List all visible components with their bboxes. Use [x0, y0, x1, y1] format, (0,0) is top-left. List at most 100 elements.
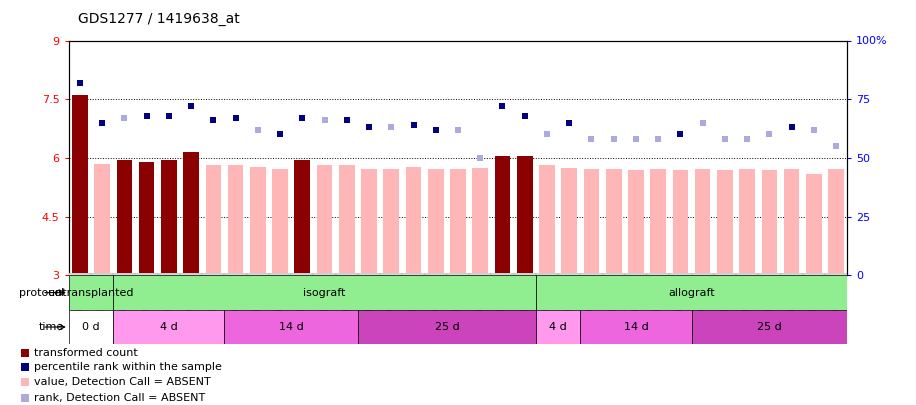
- Bar: [183, 152, 199, 275]
- Text: 14 d: 14 d: [624, 322, 649, 332]
- Text: GSM77019: GSM77019: [320, 275, 329, 321]
- Bar: [558, 273, 581, 314]
- Text: percentile rank within the sample: percentile rank within the sample: [35, 362, 223, 372]
- Bar: [514, 273, 536, 314]
- Bar: [736, 273, 758, 314]
- Text: GSM77033: GSM77033: [631, 275, 640, 321]
- Bar: [540, 165, 555, 275]
- Bar: [473, 168, 488, 275]
- Bar: [158, 273, 180, 314]
- Bar: [384, 168, 399, 275]
- Bar: [425, 273, 447, 314]
- Text: protocol: protocol: [19, 288, 64, 298]
- Text: GSM77028: GSM77028: [520, 275, 529, 321]
- Bar: [562, 168, 577, 275]
- Text: GSM77017: GSM77017: [276, 275, 285, 321]
- Bar: [428, 169, 443, 275]
- Text: GSM77008: GSM77008: [75, 275, 84, 321]
- Text: transformed count: transformed count: [35, 348, 138, 358]
- Bar: [672, 170, 688, 275]
- Text: GSM77009: GSM77009: [98, 275, 106, 321]
- Bar: [228, 165, 244, 275]
- Bar: [202, 273, 224, 314]
- Bar: [450, 169, 465, 275]
- Bar: [224, 273, 246, 314]
- Bar: [224, 310, 358, 344]
- Text: untransplanted: untransplanted: [49, 288, 134, 298]
- Bar: [205, 165, 221, 275]
- Bar: [335, 273, 358, 314]
- Bar: [625, 273, 647, 314]
- Bar: [69, 273, 91, 314]
- Bar: [114, 310, 224, 344]
- Bar: [180, 273, 202, 314]
- Bar: [94, 164, 110, 275]
- Bar: [583, 168, 599, 275]
- Bar: [628, 171, 644, 275]
- Text: GSM77024: GSM77024: [431, 275, 441, 321]
- Text: GSM77036: GSM77036: [698, 275, 707, 321]
- Bar: [317, 165, 333, 275]
- Bar: [536, 275, 847, 310]
- Text: GSM77013: GSM77013: [187, 275, 195, 321]
- Bar: [647, 273, 670, 314]
- Bar: [380, 273, 402, 314]
- Text: GSM77035: GSM77035: [676, 275, 685, 321]
- Bar: [91, 273, 114, 314]
- Bar: [581, 273, 603, 314]
- Bar: [784, 169, 800, 275]
- Bar: [114, 273, 136, 314]
- Text: GSM77022: GSM77022: [387, 275, 396, 321]
- Bar: [536, 310, 581, 344]
- Text: 25 d: 25 d: [434, 322, 459, 332]
- Bar: [246, 273, 269, 314]
- Bar: [339, 165, 354, 275]
- Text: GSM77032: GSM77032: [609, 275, 618, 321]
- Text: GSM77018: GSM77018: [298, 275, 307, 321]
- Text: GSM77011: GSM77011: [142, 275, 151, 321]
- Bar: [806, 174, 822, 275]
- Bar: [114, 275, 536, 310]
- Text: GSM77040: GSM77040: [787, 275, 796, 321]
- Bar: [72, 95, 88, 275]
- Bar: [717, 170, 733, 275]
- Text: rank, Detection Call = ABSENT: rank, Detection Call = ABSENT: [35, 393, 205, 403]
- Text: GSM77010: GSM77010: [120, 275, 129, 321]
- Bar: [605, 169, 621, 275]
- Text: GSM77038: GSM77038: [743, 275, 752, 321]
- Text: value, Detection Call = ABSENT: value, Detection Call = ABSENT: [35, 377, 211, 387]
- Text: GSM77027: GSM77027: [498, 275, 507, 321]
- Bar: [313, 273, 335, 314]
- Bar: [761, 170, 777, 275]
- Text: GSM77026: GSM77026: [475, 275, 485, 321]
- Bar: [692, 310, 847, 344]
- Text: GSM77020: GSM77020: [343, 275, 351, 321]
- Bar: [447, 273, 469, 314]
- Text: GSM77012: GSM77012: [164, 275, 173, 321]
- Text: GSM77014: GSM77014: [209, 275, 218, 321]
- Text: 25 d: 25 d: [757, 322, 782, 332]
- Text: GSM77016: GSM77016: [254, 275, 262, 321]
- Bar: [828, 169, 844, 275]
- Text: GSM77030: GSM77030: [565, 275, 573, 321]
- Text: GSM77041: GSM77041: [810, 275, 818, 321]
- Bar: [536, 273, 558, 314]
- Bar: [361, 168, 376, 275]
- Bar: [739, 169, 755, 275]
- Bar: [581, 310, 692, 344]
- Text: 0 d: 0 d: [82, 322, 100, 332]
- Bar: [825, 273, 847, 314]
- Bar: [692, 273, 714, 314]
- Text: GSM77037: GSM77037: [721, 275, 729, 321]
- Bar: [69, 275, 114, 310]
- Bar: [714, 273, 736, 314]
- Bar: [603, 273, 625, 314]
- Bar: [269, 273, 291, 314]
- Bar: [69, 310, 114, 344]
- Bar: [802, 273, 825, 314]
- Bar: [294, 160, 310, 275]
- Text: isograft: isograft: [303, 288, 345, 298]
- Text: 4 d: 4 d: [160, 322, 178, 332]
- Bar: [139, 162, 154, 275]
- Text: 4 d: 4 d: [550, 322, 567, 332]
